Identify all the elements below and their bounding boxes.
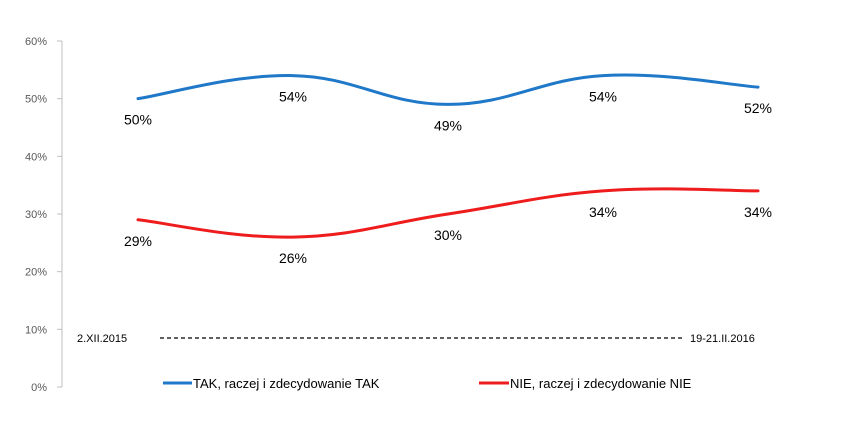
y-tick-label: 10% (25, 324, 47, 336)
y-tick-label: 40% (25, 151, 47, 163)
data-label-tak: 49% (434, 117, 462, 133)
legend: TAK, raczej i zdecydowanie TAK NIE, racz… (163, 376, 692, 391)
y-tick-label: 50% (25, 94, 47, 106)
period-indicator: 2.XII.2015 19-21.II.2016 (77, 333, 755, 345)
data-label-tak: 54% (279, 89, 307, 105)
period-end-label: 19-21.II.2016 (690, 333, 755, 345)
series-line-tak (136, 73, 760, 106)
data-label-tak: 52% (744, 100, 772, 116)
period-start-label: 2.XII.2015 (77, 333, 127, 345)
data-label-nie: 34% (589, 204, 617, 220)
data-labels: 50% 54% 49% 54% 52% 29% 26% 30% 34% 34% (124, 89, 772, 266)
legend-label-tak: TAK, raczej i zdecydowanie TAK (193, 376, 380, 391)
y-tick-label: 30% (25, 209, 47, 221)
y-axis-ticks: 0% 10% 20% 30% 40% 50% 60% (25, 36, 62, 394)
data-label-tak: 50% (124, 112, 152, 128)
data-label-nie: 29% (124, 233, 152, 249)
y-tick-label: 0% (31, 382, 47, 394)
series-line-nie (136, 187, 760, 239)
legend-item-tak: TAK, raczej i zdecydowanie TAK (163, 376, 380, 391)
legend-label-nie: NIE, raczej i zdecydowanie NIE (510, 376, 692, 391)
data-label-nie: 30% (434, 227, 462, 243)
data-label-nie: 26% (279, 250, 307, 266)
data-label-tak: 54% (589, 89, 617, 105)
legend-item-nie: NIE, raczej i zdecydowanie NIE (479, 376, 692, 391)
y-tick-label: 20% (25, 267, 47, 279)
data-label-nie: 34% (744, 204, 772, 220)
series-lines (136, 73, 760, 239)
y-tick-label: 60% (25, 36, 47, 48)
